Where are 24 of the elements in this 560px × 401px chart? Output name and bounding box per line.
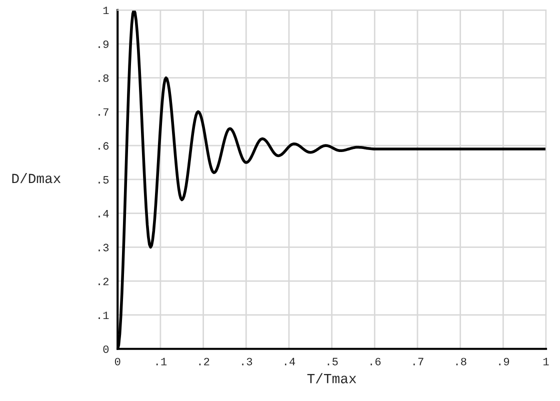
x-tick-label: 1 <box>543 358 549 366</box>
x-tick-label: 0 <box>114 358 120 366</box>
x-tick-label: .4 <box>284 358 296 366</box>
x-tick-label: .8 <box>456 358 466 366</box>
y-axis-title: D/Dmax <box>12 172 61 184</box>
y-tick-label: 1 <box>103 6 109 14</box>
y-tick-label: .8 <box>98 74 109 82</box>
x-tick-label: .2 <box>199 358 210 366</box>
y-tick-label: .1 <box>98 312 109 320</box>
x-tick-label: .6 <box>370 358 381 366</box>
y-tick-label: .6 <box>98 142 109 150</box>
x-tick-label: .9 <box>499 358 510 366</box>
y-tick-label: .9 <box>98 40 108 48</box>
y-tick-label: .4 <box>98 210 109 218</box>
x-tick-label: .7 <box>414 358 424 366</box>
y-tick-label: .3 <box>98 244 109 252</box>
y-tick-label: .2 <box>98 278 108 286</box>
x-tick-label: .3 <box>242 358 252 366</box>
x-tick-label: .1 <box>156 358 167 366</box>
y-tick-label: .5 <box>98 176 109 184</box>
y-tick-label: 0 <box>103 345 109 354</box>
x-tick-label: .5 <box>328 358 338 366</box>
y-tick-label: .7 <box>98 108 108 116</box>
x-axis-title: T/Tmax <box>307 373 356 384</box>
